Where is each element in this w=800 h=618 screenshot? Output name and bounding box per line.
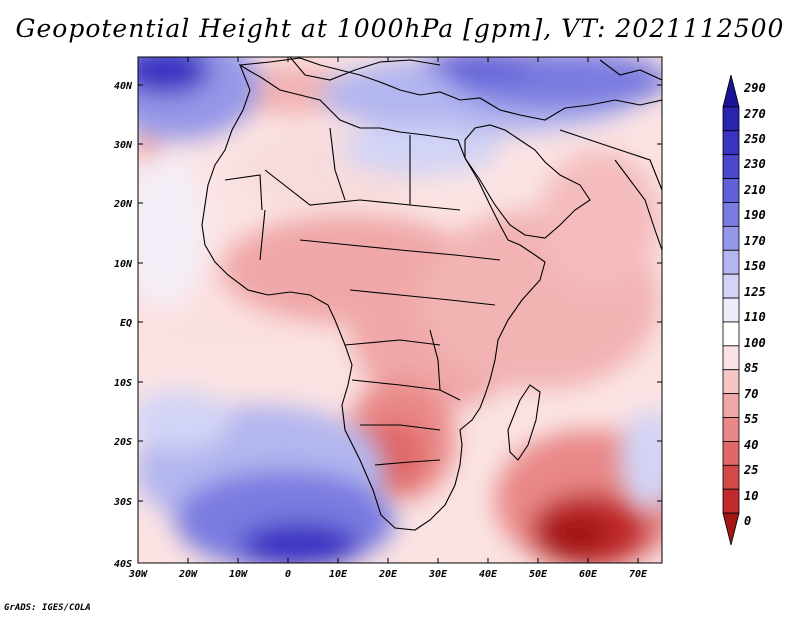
lat-label-30n: 30N [113,140,133,151]
footer-credit: GrADS: IGES/COLA [4,603,91,613]
lat-label-40s: 40S [114,559,132,570]
colorbar-swatch [722,225,740,251]
colorbar-swatch [722,369,740,395]
cb-label-125: 125 [744,285,766,299]
lat-label-20n: 20N [113,199,133,210]
cb-label-40: 40 [744,438,758,452]
cb-label-270: 270 [743,107,766,121]
colorbar-swatch [722,345,740,371]
colorbar-swatch [722,249,740,275]
lon-label-20w: 20W [178,569,198,580]
cb-label-55: 55 [744,412,758,426]
lat-label-30s: 30S [113,497,132,508]
lon-label-50e: 50E [529,569,548,580]
coastlines [201,57,662,531]
lat-label-40n: 40N [114,81,133,92]
lat-label-10n: 10N [114,259,133,270]
cb-label-290: 290 [743,81,766,95]
cb-label-110: 110 [744,310,766,324]
lat-label-20s: 20S [113,437,132,448]
colorbar: 290 270 250 230 210 190 170 150 125 110 … [722,74,766,546]
cb-label-100: 100 [744,336,766,350]
lon-label-0: 0 [285,569,291,580]
colorbar-boxes [722,74,740,546]
cb-label-190: 190 [744,208,766,222]
colorbar-swatch [722,512,740,546]
lat-tick-labels: 40N 30N 20N 10N EQ 10S 20S 30S 40S [113,81,133,570]
cb-label-230: 230 [743,157,766,171]
colorbar-swatch [722,321,740,347]
colorbar-swatch [722,130,740,156]
colorbar-swatch [722,441,740,466]
cb-label-0: 0 [744,514,751,528]
colorbar-labels: 290 270 250 230 210 190 170 150 125 110 … [743,81,766,528]
colorbar-swatch [722,202,740,227]
cb-label-250: 250 [743,132,766,146]
lon-label-20e: 20E [378,569,398,580]
colorbar-swatch [722,393,740,418]
lon-label-70e: 70E [629,569,648,580]
lon-label-10e: 10E [329,569,348,580]
cb-label-10: 10 [744,489,758,503]
lat-label-eq: EQ [120,318,132,329]
lon-label-30e: 30E [428,569,448,580]
colorbar-swatch [722,178,740,203]
colorbar-swatch [722,154,740,179]
height-field [138,57,662,563]
lon-label-60e: 60E [579,569,598,580]
lon-tick-labels: 30W 20W 10W 0 10E 20E 30E 40E 50E 60E 70… [128,569,648,580]
colorbar-swatch [722,417,740,442]
cb-label-70: 70 [744,387,758,401]
axis-ticks [137,57,662,564]
colorbar-swatch [722,464,740,490]
colorbar-swatch [722,273,740,299]
lon-label-40e: 40E [479,569,498,580]
lon-label-10w: 10W [229,569,248,580]
cb-label-25: 25 [743,463,758,477]
colorbar-swatch [722,74,740,108]
cb-label-170: 170 [744,234,766,248]
colorbar-swatch [722,488,740,514]
colorbar-swatch [722,106,740,132]
colorbar-swatch [722,297,740,323]
lon-label-30w: 30W [128,569,148,580]
cb-label-210: 210 [743,183,766,197]
cb-label-85: 85 [744,361,758,375]
map-frame [137,56,663,564]
cb-label-150: 150 [744,259,766,273]
map-title: Geopotential Height at 1000hPa [gpm], VT… [15,14,785,43]
lat-label-10s: 10S [114,378,132,389]
